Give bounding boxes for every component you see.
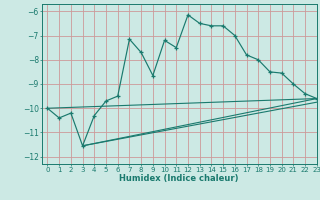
X-axis label: Humidex (Indice chaleur): Humidex (Indice chaleur) <box>119 174 239 183</box>
